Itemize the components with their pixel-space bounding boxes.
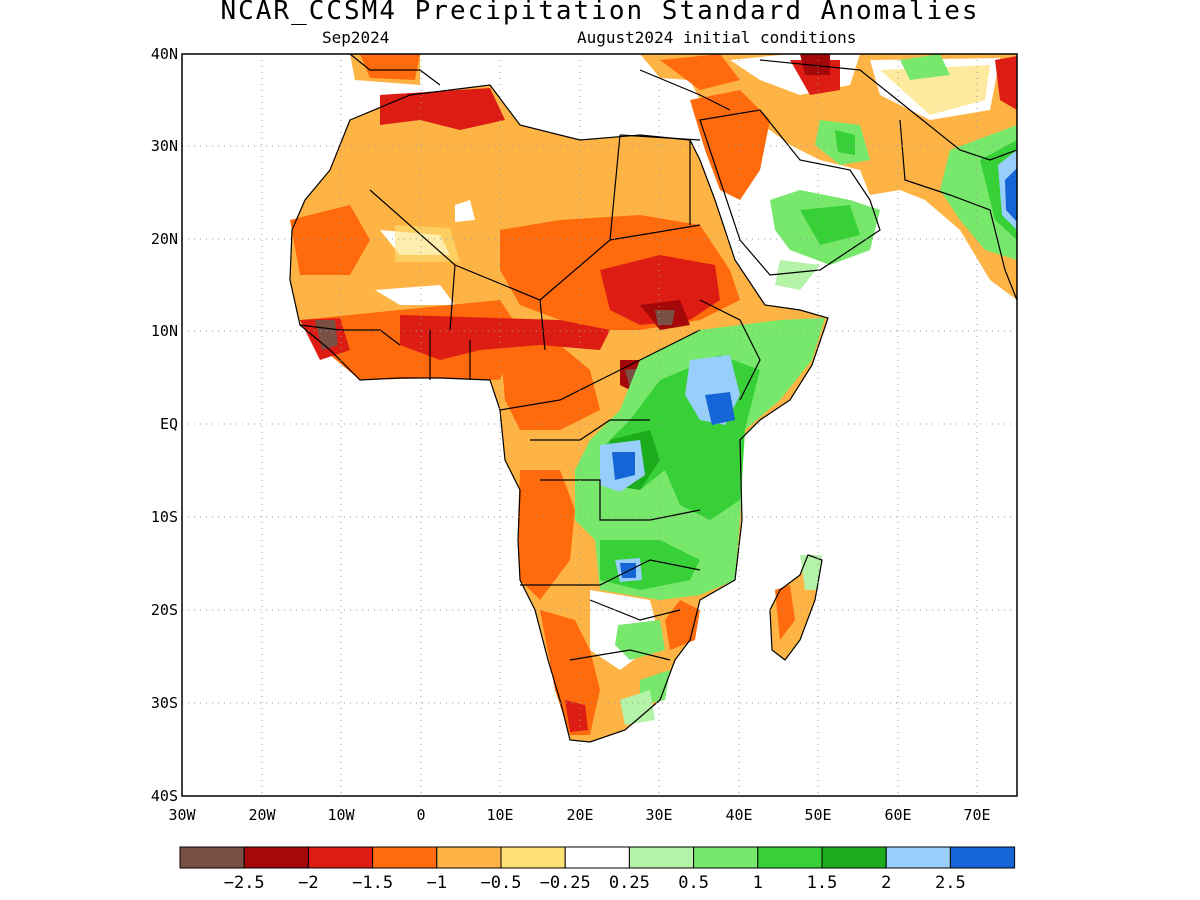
colorbar-swatch bbox=[949, 846, 1016, 869]
valid-month-label: Sep2024 bbox=[322, 28, 390, 47]
anomaly-field bbox=[290, 54, 1017, 742]
colorbar-swatch bbox=[436, 846, 502, 869]
colorbar-swatch bbox=[372, 846, 438, 869]
lat-tick-label: 30S bbox=[151, 694, 178, 712]
colorbar-swatch bbox=[179, 846, 245, 869]
colorbar-swatch bbox=[693, 846, 759, 869]
map-title: NCAR_CCSM4 Precipitation Standard Anomal… bbox=[220, 0, 980, 26]
colorbar-label: −1.5 bbox=[352, 873, 393, 893]
colorbar-label: 0.25 bbox=[609, 873, 650, 893]
colorbar-label: −1 bbox=[427, 873, 447, 893]
initial-conditions-label: August2024 initial conditions bbox=[577, 28, 857, 47]
map-frame bbox=[181, 53, 1018, 797]
colorbar-label: 1 bbox=[753, 873, 763, 893]
colorbar-swatch bbox=[564, 846, 630, 869]
lat-tick-label: 40S bbox=[151, 787, 178, 805]
lon-tick-label: 30W bbox=[168, 806, 196, 824]
lat-tick-label: 40N bbox=[151, 45, 178, 63]
lat-tick-label: EQ bbox=[160, 415, 178, 433]
lat-tick-label: 20S bbox=[151, 601, 178, 619]
lon-tick-label: 10W bbox=[327, 806, 355, 824]
lat-tick-label: 10N bbox=[151, 322, 178, 340]
lat-axis: 40N 30N 20N 10N EQ 10S 20S 30S 40S bbox=[151, 45, 178, 805]
colorbar-label: 2.5 bbox=[935, 873, 966, 893]
colorbar-label: 2 bbox=[881, 873, 891, 893]
colorbar-swatch bbox=[757, 846, 823, 869]
colorbar-label: 1.5 bbox=[807, 873, 838, 893]
gridlines bbox=[182, 54, 1017, 796]
lat-tick-label: 20N bbox=[151, 230, 178, 248]
colorbar-label: −2 bbox=[298, 873, 318, 893]
colorbar-swatch bbox=[307, 846, 374, 869]
colorbar-label: 0.5 bbox=[678, 873, 709, 893]
lon-tick-label: 50E bbox=[804, 806, 831, 824]
colorbar-label: −2.5 bbox=[224, 873, 265, 893]
lon-tick-label: 40E bbox=[725, 806, 752, 824]
colorbar-label: −0.25 bbox=[540, 873, 591, 893]
colorbar-swatch bbox=[500, 846, 566, 869]
lon-axis: 30W 20W 10W 0 10E 20E 30E 40E 50E 60E 70… bbox=[168, 806, 990, 824]
country-borders bbox=[289, 54, 1017, 743]
lon-tick-label: 20W bbox=[248, 806, 276, 824]
lon-tick-label: 60E bbox=[884, 806, 911, 824]
lon-tick-label: 30E bbox=[645, 806, 672, 824]
lon-tick-label: 70E bbox=[963, 806, 990, 824]
lat-tick-label: 30N bbox=[151, 137, 178, 155]
colorbar-swatch bbox=[821, 846, 887, 869]
colorbar: −2.5 −2 −1.5 −1 −0.5 −0.25 0.25 0.5 1 1.5 2 2.5 bbox=[179, 846, 1016, 893]
colorbar-label: −0.5 bbox=[481, 873, 522, 893]
lon-tick-label: 0 bbox=[416, 806, 425, 824]
colorbar-swatch bbox=[628, 846, 695, 869]
lon-tick-label: 10E bbox=[486, 806, 513, 824]
colorbar-swatch bbox=[885, 846, 951, 869]
lon-tick-label: 20E bbox=[566, 806, 593, 824]
lat-tick-label: 10S bbox=[151, 508, 178, 526]
colorbar-swatch bbox=[243, 846, 309, 869]
